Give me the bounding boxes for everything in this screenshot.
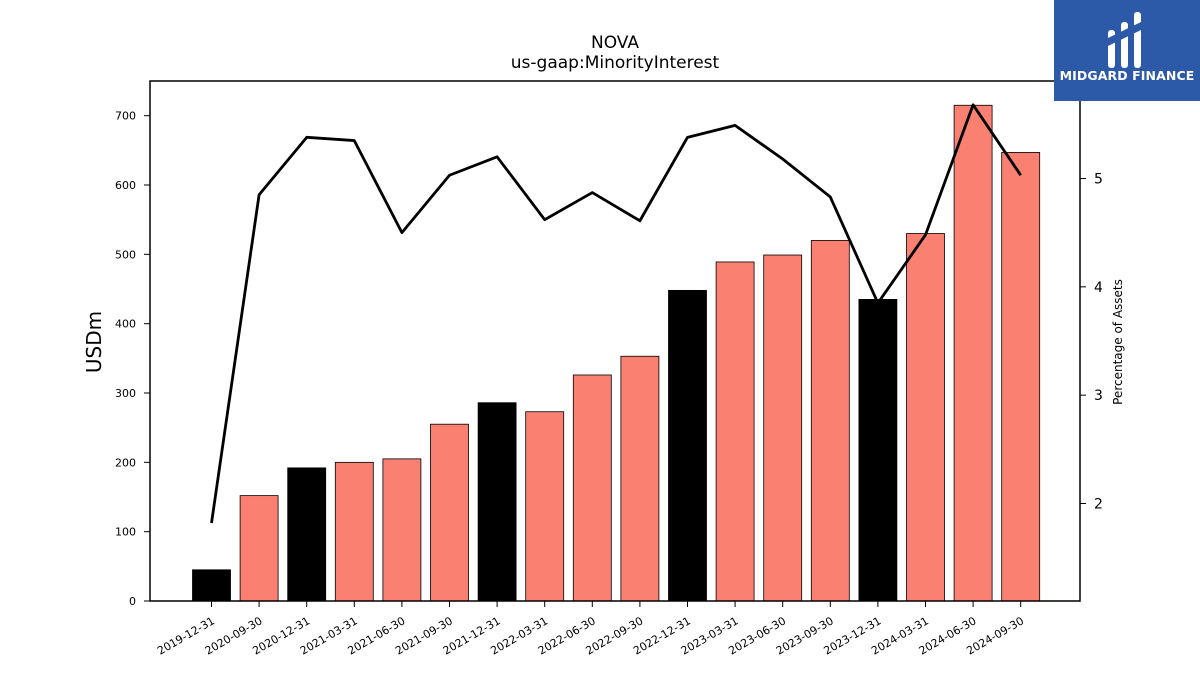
brand-logo: MIDGARD FINANCE bbox=[1054, 0, 1200, 101]
y-tick-label: 500 bbox=[115, 248, 136, 261]
bar bbox=[953, 104, 993, 602]
bar bbox=[525, 411, 565, 602]
bar bbox=[668, 289, 707, 602]
bar bbox=[192, 569, 231, 602]
bar bbox=[906, 233, 945, 602]
brand-name: MIDGARD FINANCE bbox=[1059, 68, 1195, 83]
chart-title: NOVA bbox=[591, 33, 639, 53]
y-tick-label: 700 bbox=[115, 110, 136, 123]
series-line bbox=[210, 103, 1022, 524]
bar bbox=[810, 240, 850, 602]
bar bbox=[382, 458, 422, 602]
y-tick-label: 400 bbox=[115, 318, 136, 331]
bar bbox=[430, 423, 469, 602]
bar bbox=[334, 461, 374, 602]
bar bbox=[572, 374, 612, 602]
bar bbox=[858, 298, 898, 602]
y2-tick-label: 2 bbox=[1094, 497, 1103, 513]
bar bbox=[287, 467, 327, 602]
y-tick-label: 600 bbox=[115, 179, 136, 192]
y-tick-label: 200 bbox=[115, 456, 136, 469]
y-tick-label: 0 bbox=[129, 595, 136, 608]
bar bbox=[763, 254, 803, 602]
bar-group bbox=[192, 104, 1041, 602]
y-tick-label: 300 bbox=[115, 387, 136, 400]
y2-axis-label: Percentage of Assets bbox=[1111, 279, 1125, 405]
plot-frame bbox=[149, 80, 1081, 602]
y-axis-label: USDm bbox=[82, 311, 106, 373]
chart-subtitle: us-gaap:MinorityInterest bbox=[511, 53, 720, 73]
line-group bbox=[210, 103, 1022, 524]
y2-tick-label: 3 bbox=[1094, 388, 1103, 404]
midgard-logo-icon bbox=[1108, 12, 1141, 68]
bar bbox=[1001, 152, 1041, 602]
bar bbox=[620, 355, 660, 602]
y2-tick-label: 5 bbox=[1094, 172, 1103, 188]
bar bbox=[239, 495, 279, 602]
bar bbox=[477, 402, 517, 602]
y2-tick-label: 4 bbox=[1094, 280, 1103, 296]
bar bbox=[715, 261, 755, 602]
y-tick-label: 100 bbox=[115, 526, 136, 539]
